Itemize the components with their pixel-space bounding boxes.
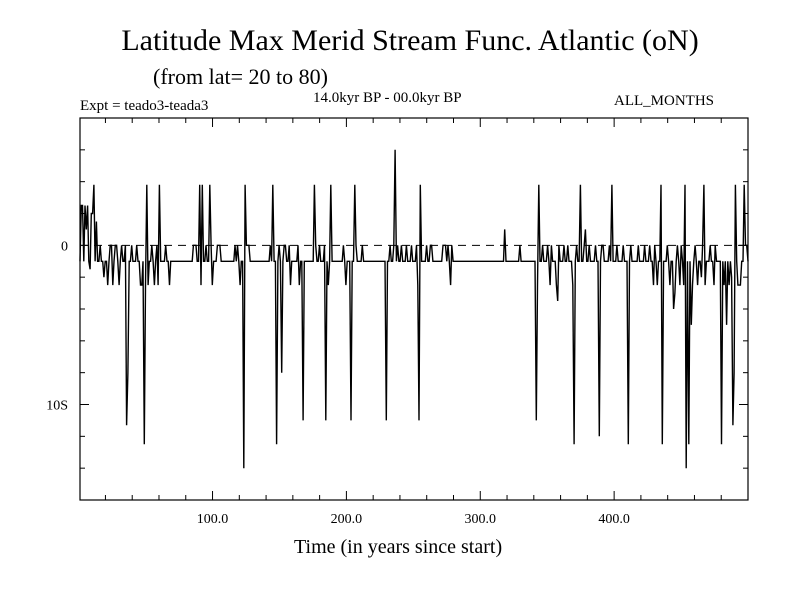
x-tick-label-400.0: 400.0 — [598, 512, 630, 527]
x-axis-label: Time (in years since start) — [294, 536, 503, 558]
plot-frame — [79, 117, 749, 501]
x-tick-label-100.0: 100.0 — [197, 512, 229, 527]
months-label: ALL_MONTHS — [614, 93, 714, 109]
series-line-teado3-teada3 — [79, 149, 749, 469]
x-tick-label-300.0: 300.0 — [465, 512, 497, 527]
experiment-label: Expt = teado3-teada3 — [80, 98, 209, 114]
chart-subtitle: (from lat= 20 to 80) — [153, 64, 328, 89]
chart-title: Latitude Max Merid Stream Func. Atlantic… — [121, 24, 699, 57]
period-label: 14.0kyr BP - 00.0kyr BP — [313, 90, 462, 106]
y-tick-label-10S: 10S — [46, 399, 68, 414]
y-tick-label-0: 0 — [61, 239, 68, 254]
x-tick-label-200.0: 200.0 — [331, 512, 363, 527]
